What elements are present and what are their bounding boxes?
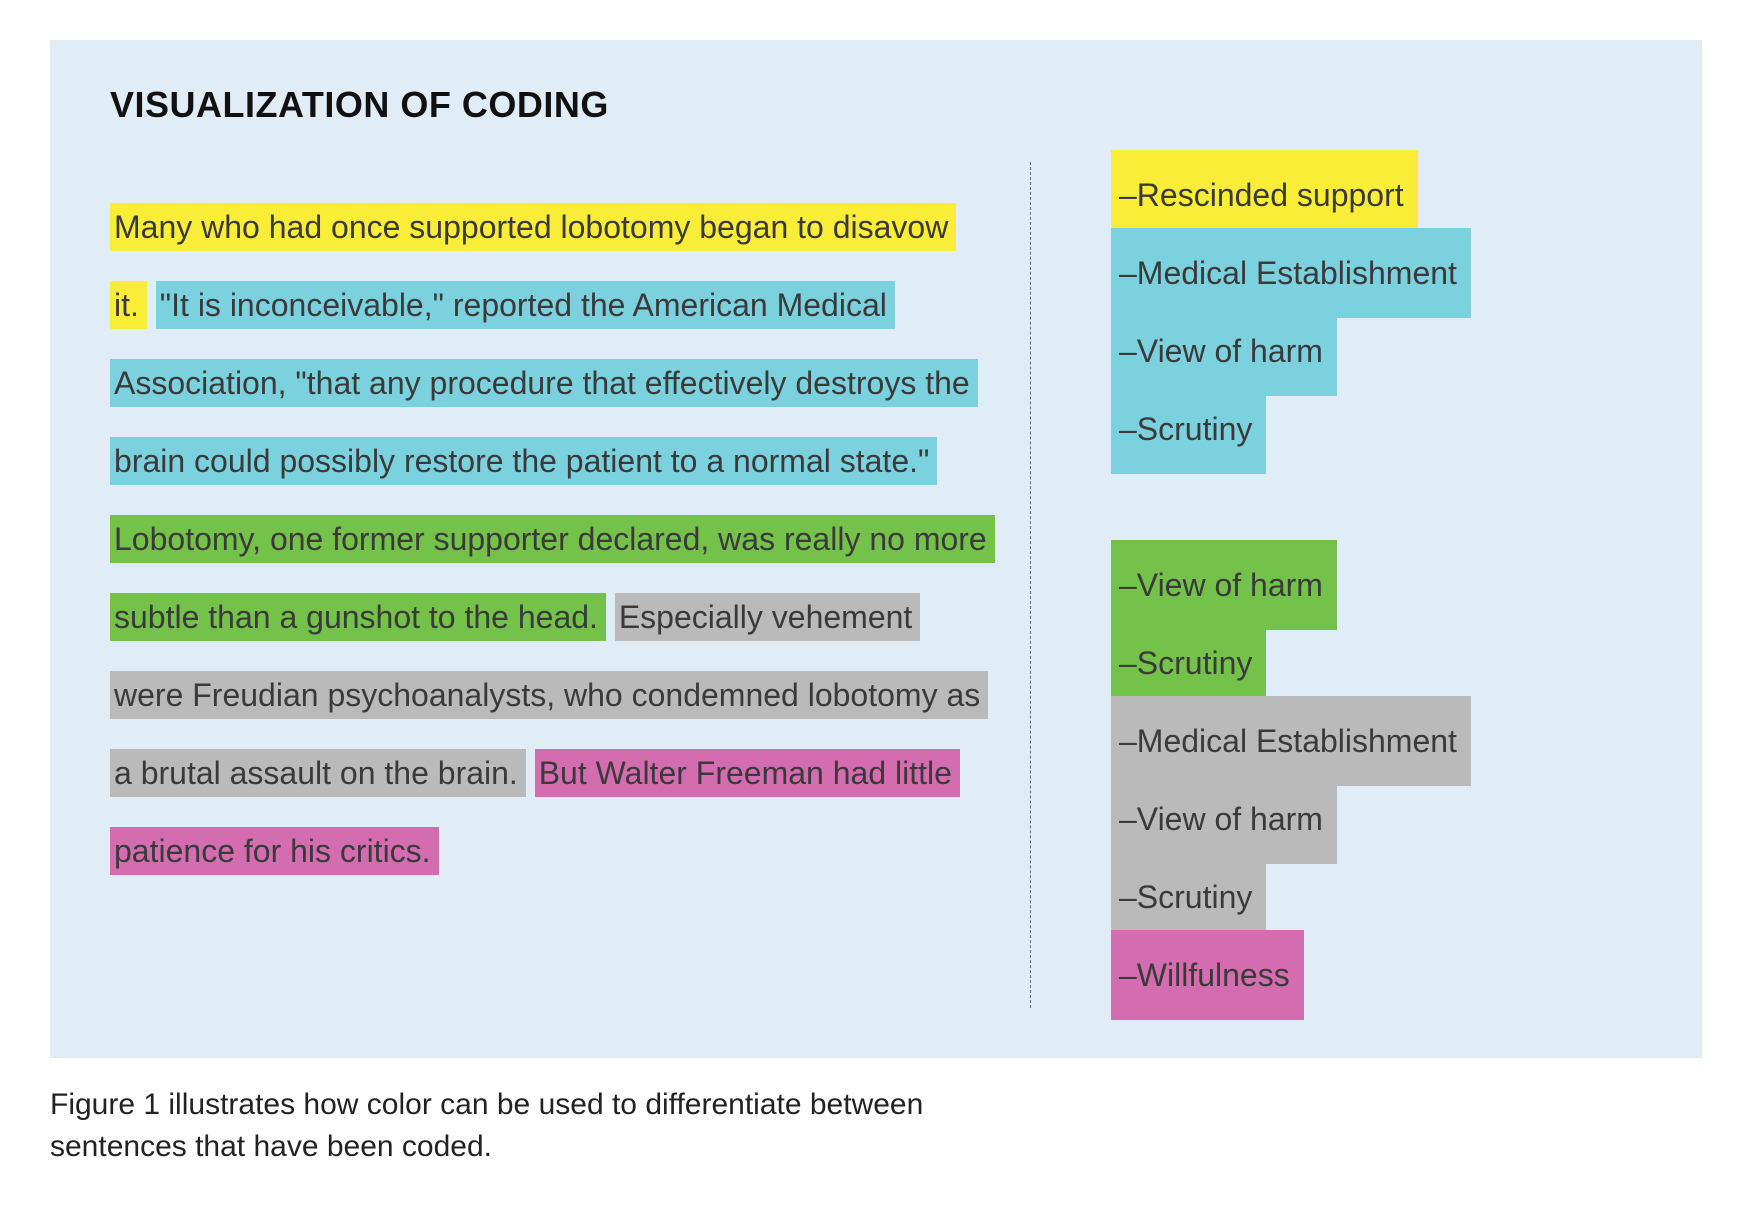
code-label: –Willfulness xyxy=(1111,930,1304,1020)
code-label: –View of harm xyxy=(1111,306,1337,396)
figure-caption: Figure 1 illustrates how color can be us… xyxy=(50,1084,1010,1168)
code-label: –Scrutiny xyxy=(1111,618,1266,708)
code-label: –Scrutiny xyxy=(1111,384,1266,474)
code-label: –Medical Establishment xyxy=(1111,696,1471,786)
coded-passage: Many who had once supported lobotomy beg… xyxy=(110,188,990,890)
code-label: –View of harm xyxy=(1111,774,1337,864)
code-line: –Scrutiny xyxy=(1111,390,1642,468)
code-line: –Scrutiny xyxy=(1111,858,1642,936)
passage-segment: "It is inconceivable," reported the Amer… xyxy=(110,281,978,485)
code-line: –Scrutiny xyxy=(1111,624,1642,702)
code-line: –View of harm xyxy=(1111,546,1642,624)
code-line: –View of harm xyxy=(1111,780,1642,858)
code-line: –Willfulness xyxy=(1111,936,1642,1014)
code-list: –Rescinded support–Medical Establishment… xyxy=(1111,156,1642,1014)
code-label: –Rescinded support xyxy=(1111,150,1418,240)
codes-column: –Rescinded support–Medical Establishment… xyxy=(1111,156,1642,1014)
code-line: –Medical Establishment xyxy=(1111,234,1642,312)
code-spacer xyxy=(1111,468,1642,546)
column-divider xyxy=(1030,162,1031,1008)
coding-panel: VISUALIZATION OF CODING Many who had onc… xyxy=(50,40,1702,1058)
passage-column: Many who had once supported lobotomy beg… xyxy=(110,156,990,1014)
figure-wrapper: VISUALIZATION OF CODING Many who had onc… xyxy=(0,0,1752,1228)
code-label: –View of harm xyxy=(1111,540,1337,630)
panel-title: VISUALIZATION OF CODING xyxy=(110,84,1642,126)
code-label: –Scrutiny xyxy=(1111,852,1266,942)
code-line: –Rescinded support xyxy=(1111,156,1642,234)
code-line: –View of harm xyxy=(1111,312,1642,390)
panel-columns: Many who had once supported lobotomy beg… xyxy=(110,156,1642,1014)
code-label: –Medical Establishment xyxy=(1111,228,1471,318)
code-line: –Medical Establishment xyxy=(1111,702,1642,780)
